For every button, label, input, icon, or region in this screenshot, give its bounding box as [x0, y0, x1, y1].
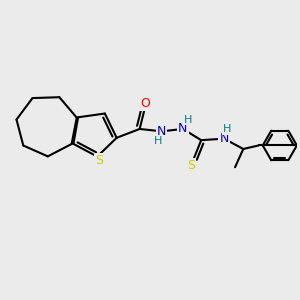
Text: H: H [154, 136, 162, 146]
Text: O: O [140, 97, 150, 110]
Text: S: S [95, 154, 103, 167]
Text: N: N [157, 125, 166, 138]
Text: H: H [184, 115, 192, 124]
Text: N: N [178, 122, 188, 136]
Text: H: H [223, 124, 231, 134]
Text: S: S [188, 159, 196, 172]
Text: N: N [220, 132, 229, 145]
